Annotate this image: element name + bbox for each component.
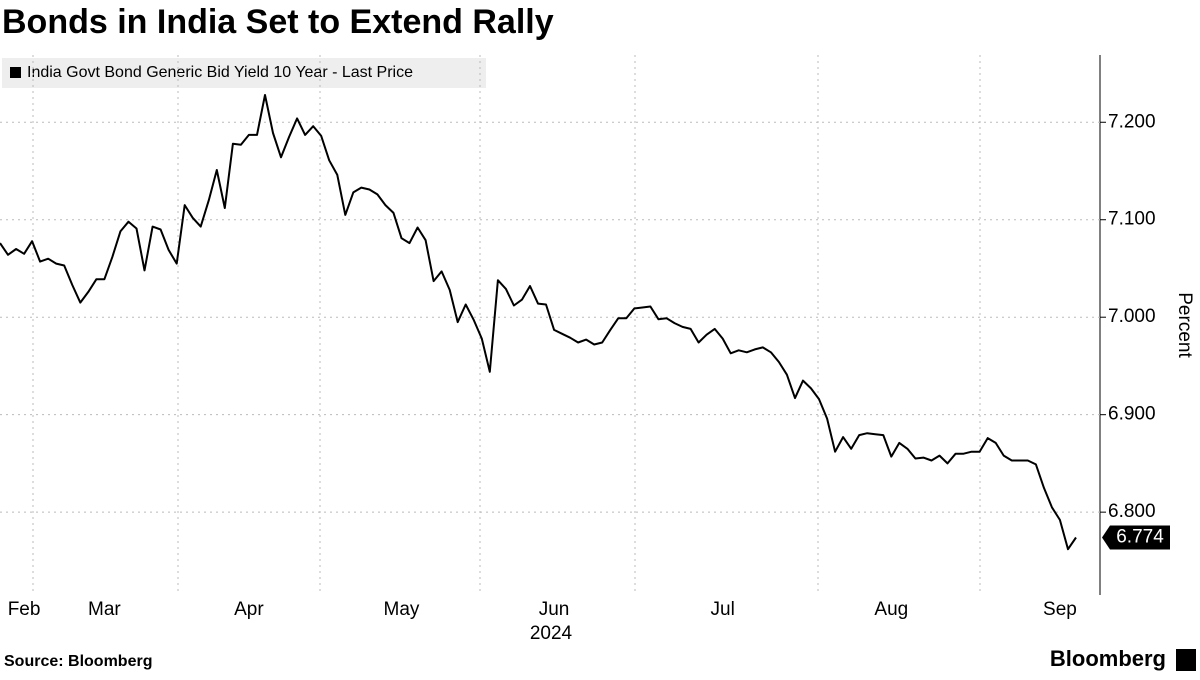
line	[0, 94, 1077, 551]
legend-swatch	[10, 67, 21, 78]
chart-title: Bonds in India Set to Extend Rally	[2, 3, 554, 41]
x-tick-label: Jun	[539, 599, 570, 620]
brand: Bloomberg	[1050, 646, 1166, 671]
legend-label: India Govt Bond Generic Bid Yield 10 Yea…	[27, 64, 413, 81]
x-tick-label: Apr	[234, 599, 264, 620]
y-tick-label: 7.200	[1108, 111, 1156, 132]
y-axis-label: Percent	[1174, 292, 1195, 358]
x-axis-label: 2024	[530, 623, 573, 644]
y-tick-label: 6.900	[1108, 404, 1156, 425]
x-tick-label: May	[384, 599, 420, 620]
legend-box	[2, 58, 486, 88]
brand-icon	[1176, 649, 1196, 671]
x-tick-label: Feb	[8, 599, 41, 620]
x-tick-label: Mar	[88, 599, 121, 620]
source: Source: Bloomberg	[4, 653, 152, 670]
last-value-label: 6.774	[1116, 527, 1164, 548]
y-tick-label: 7.100	[1108, 209, 1156, 230]
y-tick-label: 6.800	[1108, 501, 1156, 522]
x-tick-label: Sep	[1043, 599, 1077, 620]
last-value-box	[1102, 525, 1170, 550]
month-dividers	[32, 55, 981, 595]
x-tick-label: Aug	[874, 599, 908, 620]
x-tick-label: Jul	[711, 599, 735, 620]
y-tick-label: 7.000	[1108, 306, 1156, 327]
